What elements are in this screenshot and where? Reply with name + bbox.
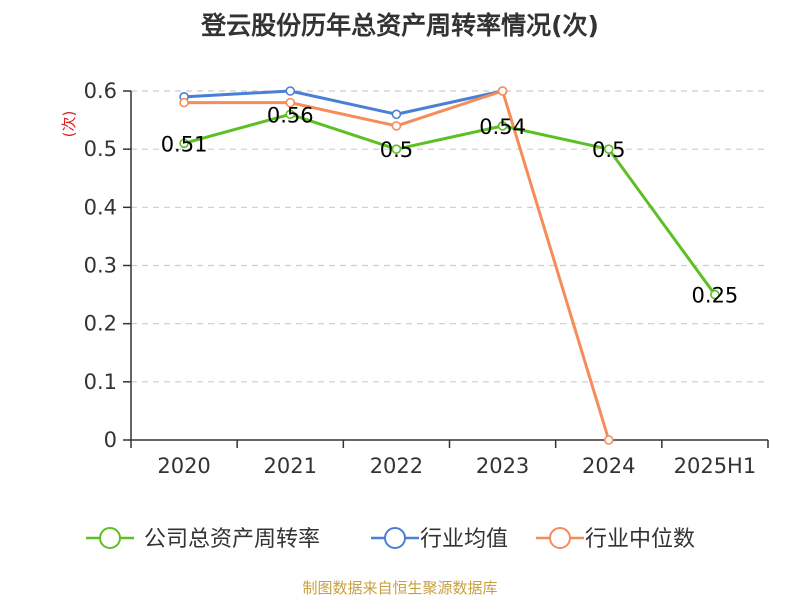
y-tick-label: 0.5 (84, 137, 117, 161)
data-point (179, 138, 189, 149)
source-note: 制图数据来自恒生聚源数据库 (302, 579, 497, 597)
legend: 公司总资产周转率 行业均值 行业中位数 (86, 527, 695, 552)
data-point (179, 97, 189, 108)
axes: 0 0.1 0.2 0.3 0.4 0.5 0.6 2020 2021 2022 2023 2024 2… (84, 79, 769, 478)
y-tick-label: 0.3 (84, 254, 117, 278)
x-tick-label: 2021 (264, 454, 317, 478)
data-point (391, 109, 402, 120)
data-point (285, 97, 296, 108)
series-line (184, 89, 503, 116)
data-label: 0.56 (267, 103, 314, 127)
y-tick-label: 0.6 (84, 79, 117, 103)
data-label: 0.5 (592, 138, 625, 162)
data-point (285, 109, 296, 120)
legend-swatch-marker (384, 527, 406, 549)
data-label: 0.54 (479, 115, 526, 139)
y-tick-label: 0.1 (84, 370, 117, 394)
series-line (183, 112, 717, 296)
data-point (391, 144, 402, 154)
data-label: 0.5 (380, 138, 413, 162)
data-point (710, 289, 720, 300)
grid (131, 90, 768, 383)
y-tick-label: 0.2 (84, 312, 117, 336)
y-tick-label: 0.4 (84, 195, 117, 219)
x-tick-label: 2022 (370, 454, 423, 478)
x-tick-label: 2024 (582, 454, 635, 478)
x-tick-label: 2023 (476, 454, 529, 478)
x-tick-label: 2020 (157, 454, 210, 478)
y-tick-label: 0 (104, 428, 117, 452)
data-point (285, 86, 296, 96)
legend-label: 公司总资产周转率 (144, 527, 320, 552)
data-point (497, 86, 508, 96)
data-point (497, 121, 508, 131)
y-axis-label: (次) (60, 111, 78, 138)
series (179, 86, 720, 445)
legend-swatch-marker (549, 527, 571, 549)
data-point (603, 435, 614, 445)
x-tick-label: 2025H1 (674, 454, 757, 478)
data-label: 0.51 (161, 132, 208, 156)
data-label: 0.25 (692, 284, 739, 308)
data-labels: 0.51 0.56 0.5 0.54 0.5 0.25 (161, 103, 739, 307)
data-point (603, 144, 614, 154)
data-point (391, 121, 402, 131)
legend-label: 行业中位数 (585, 527, 695, 552)
legend-swatch-marker (99, 527, 121, 549)
chart-title: 登云股份历年总资产周转率情况(次) (200, 11, 599, 40)
legend-label: 行业均值 (420, 527, 508, 552)
